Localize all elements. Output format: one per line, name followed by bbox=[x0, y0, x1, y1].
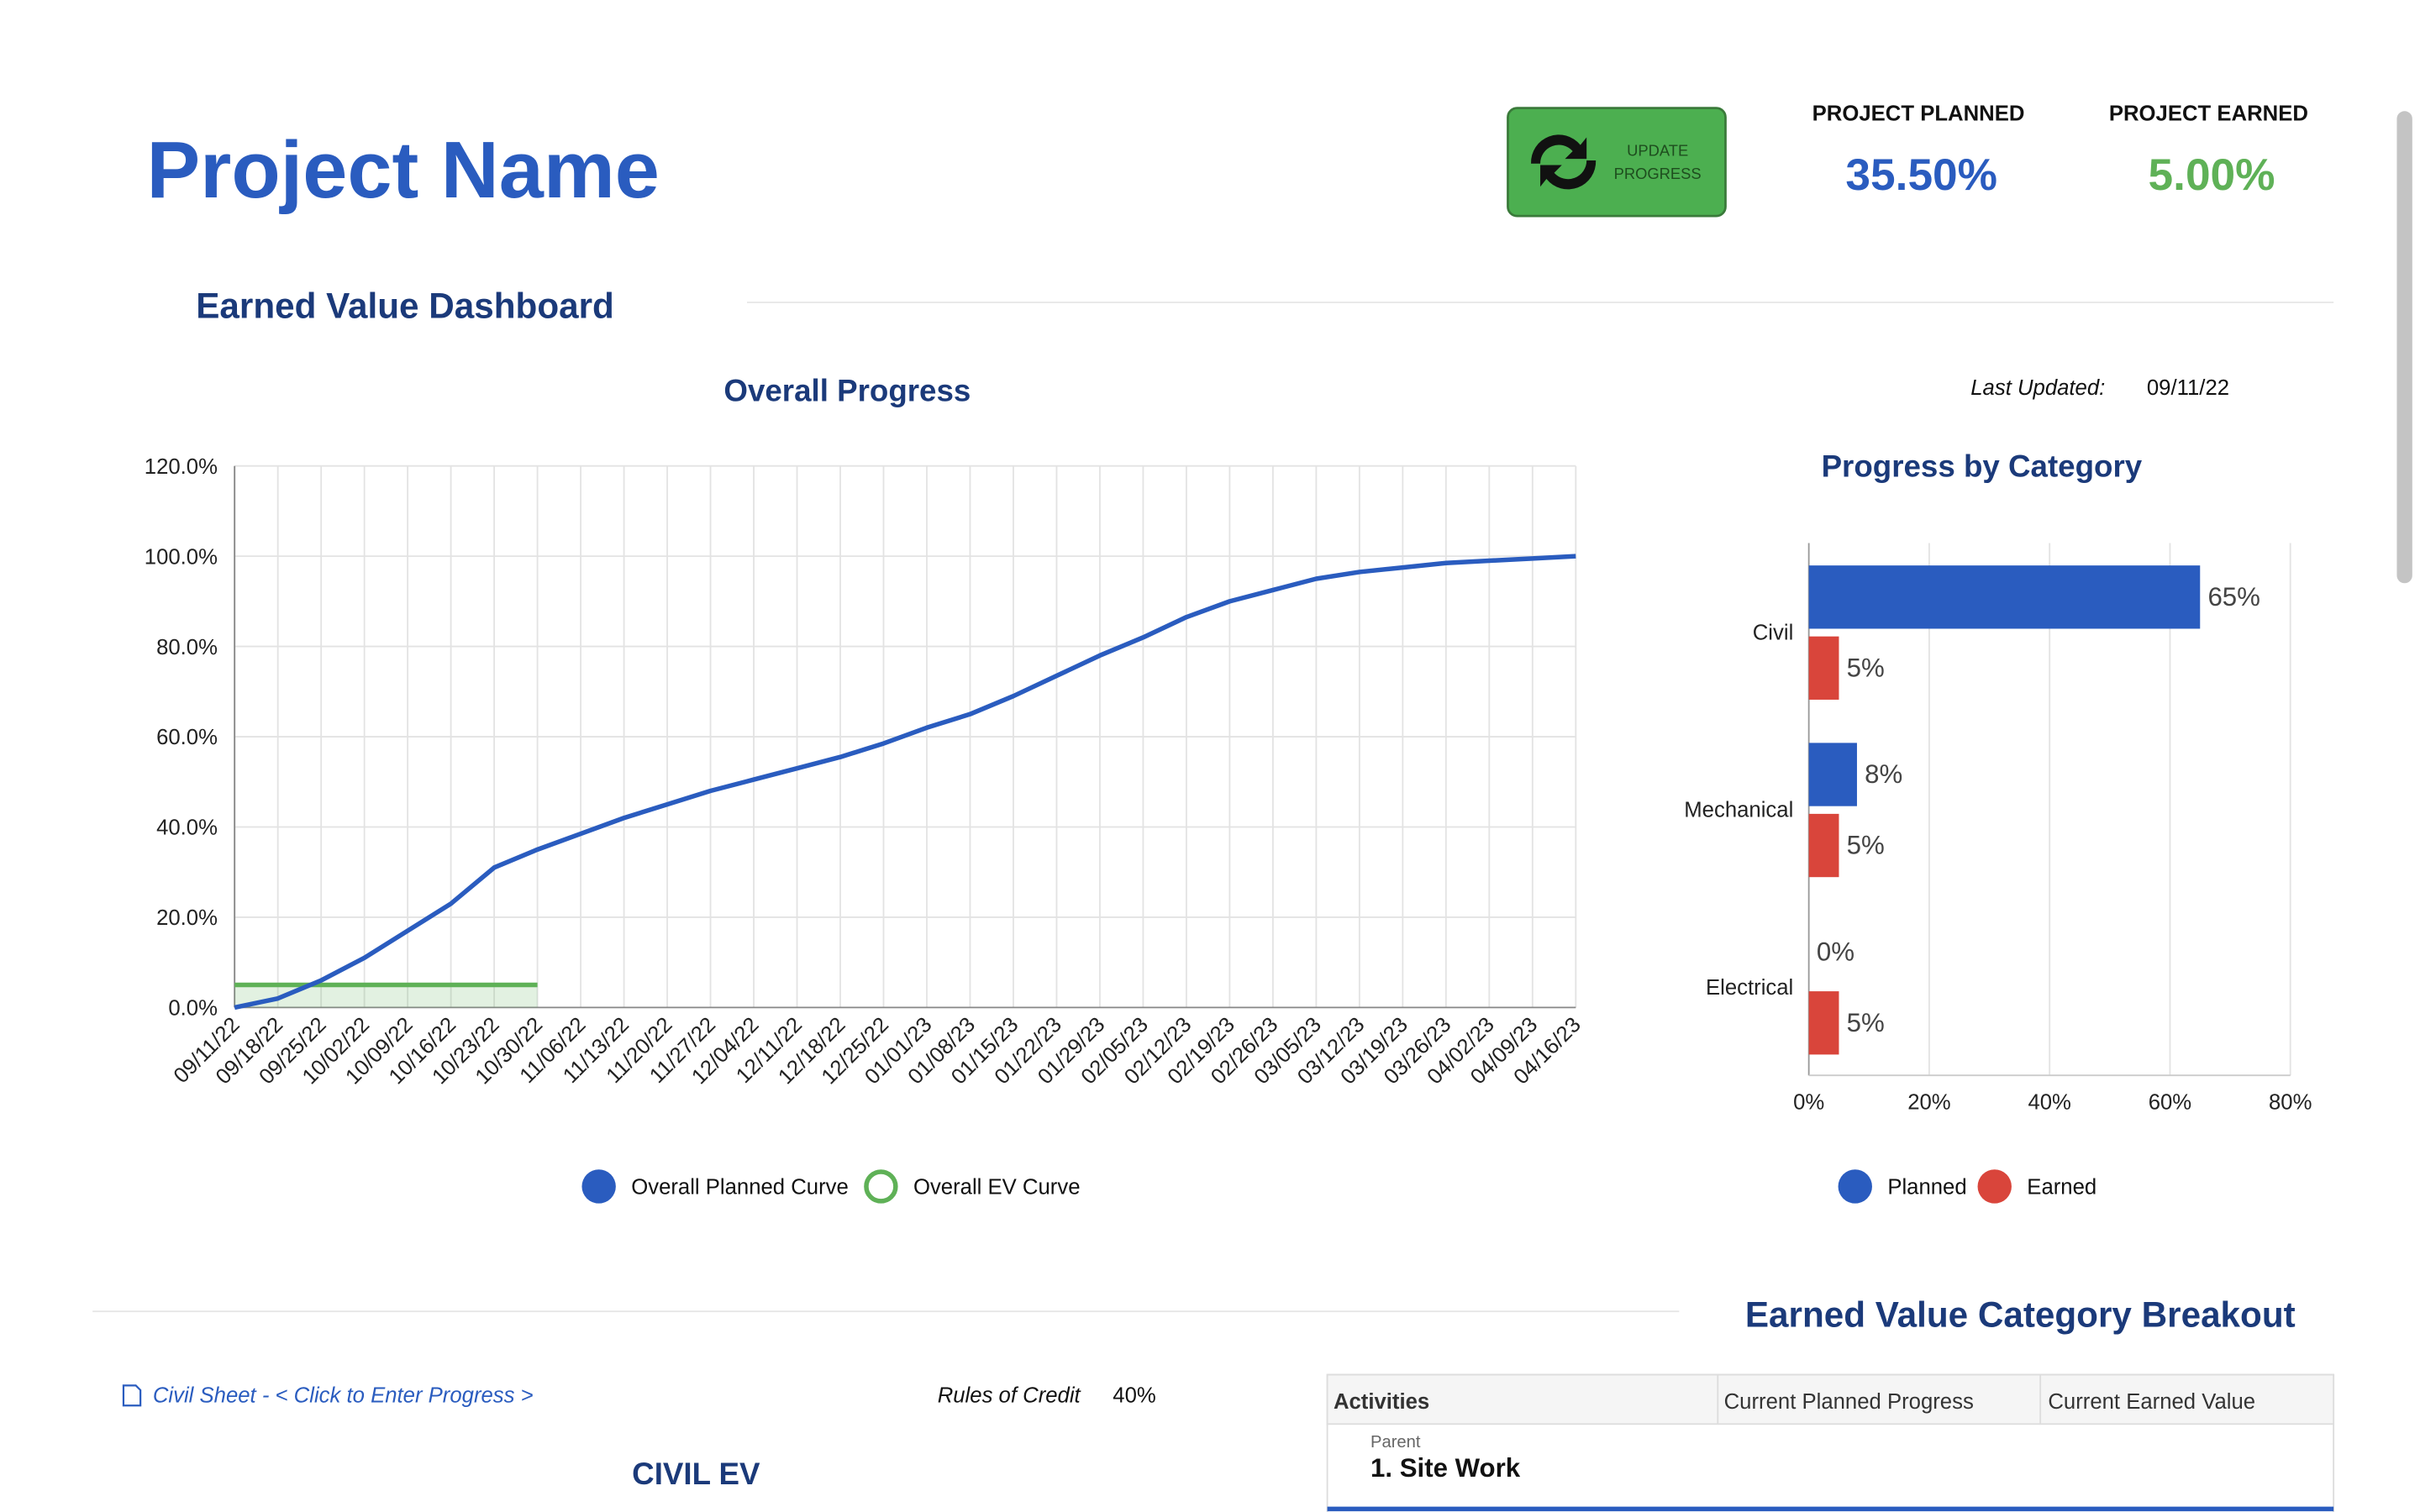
project-title: Project Name bbox=[146, 126, 659, 215]
y-tick-label: 0.0% bbox=[168, 997, 218, 1021]
x-tick-label: 0% bbox=[1793, 1091, 1824, 1115]
chart-title: Overall Progress bbox=[723, 374, 971, 408]
legend-swatch bbox=[1838, 1169, 1872, 1204]
rules-value: 40% bbox=[1113, 1384, 1155, 1408]
scrollbar[interactable] bbox=[2396, 111, 2412, 584]
dashboard-subtitle: Earned Value Dashboard bbox=[196, 286, 614, 325]
data-label: 0% bbox=[1817, 937, 1854, 966]
y-tick-label: Electrical bbox=[1706, 976, 1793, 1000]
bar bbox=[1808, 636, 1839, 700]
link-text[interactable]: Civil Sheet - < Click to Enter Progress … bbox=[153, 1384, 534, 1408]
kpi-label: PROJECT PLANNED bbox=[1812, 102, 2025, 125]
x-tick-label: 40% bbox=[2028, 1091, 2070, 1115]
y-tick-label: 120.0% bbox=[145, 455, 218, 479]
bar bbox=[1808, 813, 1839, 878]
table-header bbox=[1326, 1373, 2335, 1425]
sheet-icon[interactable] bbox=[122, 1384, 142, 1407]
y-tick-label: 100.0% bbox=[145, 545, 218, 569]
line bbox=[234, 554, 1576, 1011]
x-tick-label: 20% bbox=[1907, 1091, 1950, 1115]
kpi-value: 35.50% bbox=[1845, 150, 1997, 200]
button-bg[interactable] bbox=[1507, 107, 1727, 218]
column-header: Current Earned Value bbox=[2048, 1390, 2255, 1414]
legend-label: Overall EV Curve bbox=[913, 1176, 1081, 1200]
x-tick-label: 60% bbox=[2149, 1091, 2191, 1115]
button-label[interactable]: UPDATE bbox=[1627, 142, 1688, 160]
sheet-link[interactable]: Civil Sheet - < Click to Enter Progress … bbox=[122, 1384, 534, 1408]
column-header: Current Planned Progress bbox=[1724, 1390, 1974, 1414]
y-tick-label: 40.0% bbox=[156, 816, 218, 840]
legend-swatch bbox=[581, 1169, 616, 1204]
kpi-value: 5.00% bbox=[2149, 150, 2275, 200]
update-button[interactable]: UPDATE PROGRESS bbox=[1507, 107, 1727, 218]
bar bbox=[1808, 991, 1839, 1055]
x-tick-label: 80% bbox=[2269, 1091, 2312, 1115]
legend-label: Overall Planned Curve bbox=[631, 1176, 849, 1200]
column-header: Activities bbox=[1334, 1390, 1429, 1414]
section-title: Earned Value Category Breakout bbox=[1745, 1295, 2296, 1335]
last-updated-value: 09/11/22 bbox=[2147, 376, 2229, 400]
bar bbox=[1808, 743, 1857, 806]
legend-label: Earned bbox=[2027, 1176, 2096, 1200]
legend-label: Planned bbox=[1887, 1176, 1966, 1200]
area bbox=[234, 984, 538, 1008]
last-updated-label: Last Updated: bbox=[1970, 376, 2105, 400]
y-tick-label: Mechanical bbox=[1684, 799, 1793, 822]
y-tick-label: 80.0% bbox=[156, 636, 218, 659]
kpi-label: PROJECT EARNED bbox=[2109, 102, 2308, 125]
refresh-icon[interactable] bbox=[1531, 134, 1597, 190]
legend-swatch bbox=[864, 1169, 898, 1204]
y-tick-label: Civil bbox=[1753, 621, 1794, 644]
bar bbox=[1808, 565, 2201, 629]
row-name: 1. Site Work bbox=[1370, 1453, 1521, 1483]
data-label: 65% bbox=[2207, 582, 2260, 612]
data-label: 5% bbox=[1847, 653, 1885, 682]
breakout-table: Activities Current Planned Progress Curr… bbox=[1326, 1373, 2335, 1512]
chart-title: Progress by Category bbox=[1822, 449, 2143, 484]
row-group: Parent bbox=[1370, 1433, 1421, 1452]
y-tick-label: 20.0% bbox=[156, 906, 218, 930]
y-tick-label: 60.0% bbox=[156, 726, 218, 749]
legend-swatch bbox=[1977, 1169, 2012, 1204]
rules-label: Rules of Credit bbox=[938, 1384, 1082, 1408]
data-label: 5% bbox=[1847, 831, 1885, 860]
button-label[interactable]: PROGRESS bbox=[1614, 165, 1702, 182]
data-label: 8% bbox=[1865, 759, 1902, 789]
data-label: 5% bbox=[1847, 1008, 1885, 1037]
civil-title: CIVIL EV bbox=[632, 1457, 760, 1491]
